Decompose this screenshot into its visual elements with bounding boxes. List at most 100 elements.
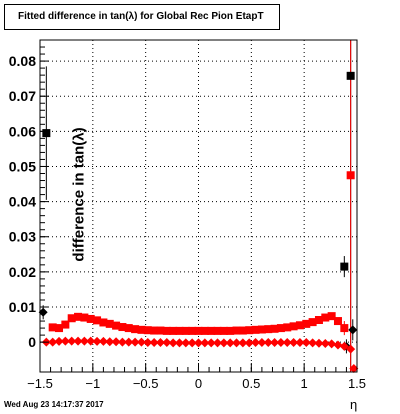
- square-marker: [314, 316, 323, 325]
- diamond-marker: [73, 336, 83, 346]
- diamond-marker: [348, 325, 358, 335]
- square-marker: [245, 326, 254, 335]
- square-marker: [67, 314, 76, 323]
- diamond-marker: [257, 337, 267, 347]
- square-marker: [150, 326, 159, 335]
- y-tick-label: 0.07: [9, 88, 36, 104]
- diamond-marker: [124, 337, 134, 347]
- diamond-marker: [149, 337, 159, 347]
- square-marker: [226, 326, 235, 335]
- diamond-marker: [60, 336, 70, 346]
- square-marker: [99, 318, 108, 327]
- diamond-marker: [79, 336, 89, 346]
- diamond-marker: [143, 337, 153, 347]
- square-marker: [118, 323, 127, 332]
- diamond-marker: [181, 338, 191, 348]
- diamond-marker: [130, 337, 140, 347]
- square-marker: [124, 324, 133, 333]
- square-marker: [232, 326, 241, 335]
- y-tick-label: 0.02: [9, 264, 36, 280]
- x-tick-label: −1: [85, 376, 100, 391]
- x-axis-label: η: [350, 397, 358, 412]
- square-marker: [181, 326, 190, 335]
- diamond-marker: [174, 338, 184, 348]
- square-marker: [283, 323, 292, 332]
- square-marker: [175, 326, 184, 335]
- square-marker: [333, 317, 342, 326]
- tick-labels: −1.5 −1 −0.5 0 0.5 1 1.5 0 0.01 0.02 0.03 0.04 0.05 0…: [9, 53, 366, 391]
- x-tick-label: −0.5: [133, 376, 159, 391]
- diamond-marker: [225, 338, 235, 348]
- x-tick-label: −1.5: [27, 376, 53, 391]
- diamond-marker: [276, 337, 286, 347]
- square-marker: [80, 313, 89, 322]
- x-tick-label: 1: [301, 376, 308, 391]
- diamond-marker: [92, 336, 102, 346]
- square-marker: [105, 319, 114, 328]
- square-marker: [86, 314, 95, 323]
- square-marker: [346, 71, 355, 80]
- diamond-marker: [67, 336, 77, 346]
- diamond-marker: [117, 337, 127, 347]
- markers: [38, 71, 359, 373]
- square-marker: [143, 326, 152, 335]
- diamond-marker: [194, 338, 203, 348]
- square-marker: [251, 325, 260, 334]
- square-marker: [289, 322, 298, 331]
- y-tick-label: 0: [28, 334, 36, 350]
- diamond-marker: [86, 336, 96, 346]
- diamond-marker: [206, 338, 216, 348]
- diamond-marker: [232, 338, 242, 348]
- square-marker: [188, 326, 197, 335]
- y-tick-label: 0.05: [9, 158, 36, 174]
- square-marker: [257, 325, 266, 334]
- diamond-marker: [327, 339, 337, 349]
- square-marker: [200, 326, 209, 335]
- square-marker: [238, 326, 247, 335]
- square-marker: [48, 323, 57, 332]
- square-marker: [295, 321, 304, 330]
- square-marker: [93, 316, 102, 325]
- square-marker: [194, 326, 203, 335]
- diamond-marker: [187, 338, 197, 348]
- square-marker: [270, 324, 279, 333]
- diamond-marker: [168, 338, 178, 348]
- square-marker: [219, 326, 228, 335]
- square-marker: [340, 262, 349, 271]
- square-marker: [346, 171, 355, 180]
- diamond-marker: [333, 340, 343, 350]
- diamond-marker: [48, 337, 58, 347]
- square-marker: [156, 326, 165, 335]
- square-marker: [61, 320, 70, 329]
- diamond-marker: [346, 344, 356, 354]
- diamond-marker: [320, 339, 330, 349]
- diamond-marker: [314, 338, 324, 348]
- y-tick-label: 0.06: [9, 123, 36, 139]
- x-tick-label: 0: [195, 376, 202, 391]
- y-tick-label: 0.08: [9, 53, 36, 69]
- diamond-marker: [105, 337, 115, 347]
- square-marker: [162, 326, 171, 335]
- diamond-marker: [301, 337, 311, 347]
- diamond-marker: [136, 337, 146, 347]
- chart-title: Fitted difference in tan(λ) for Global R…: [4, 4, 280, 30]
- diamond-marker: [111, 337, 121, 347]
- square-marker: [207, 326, 216, 335]
- y-tick-label: 0.04: [9, 194, 36, 210]
- diamond-marker: [263, 337, 273, 347]
- x-tick-label: 0.5: [242, 376, 260, 391]
- axis-ticks: [39, 46, 358, 372]
- square-marker: [42, 129, 51, 138]
- square-marker: [264, 325, 273, 334]
- square-marker: [308, 318, 317, 327]
- diamond-marker: [238, 338, 248, 348]
- y-tick-label: 0.01: [9, 299, 36, 315]
- diamond-marker: [349, 363, 359, 373]
- square-marker: [213, 326, 222, 335]
- square-marker: [55, 324, 64, 333]
- square-marker: [112, 321, 121, 330]
- square-marker: [131, 325, 140, 334]
- square-marker: [276, 324, 285, 333]
- diamond-marker: [270, 337, 280, 347]
- x-tick-label: 1.5: [348, 376, 366, 391]
